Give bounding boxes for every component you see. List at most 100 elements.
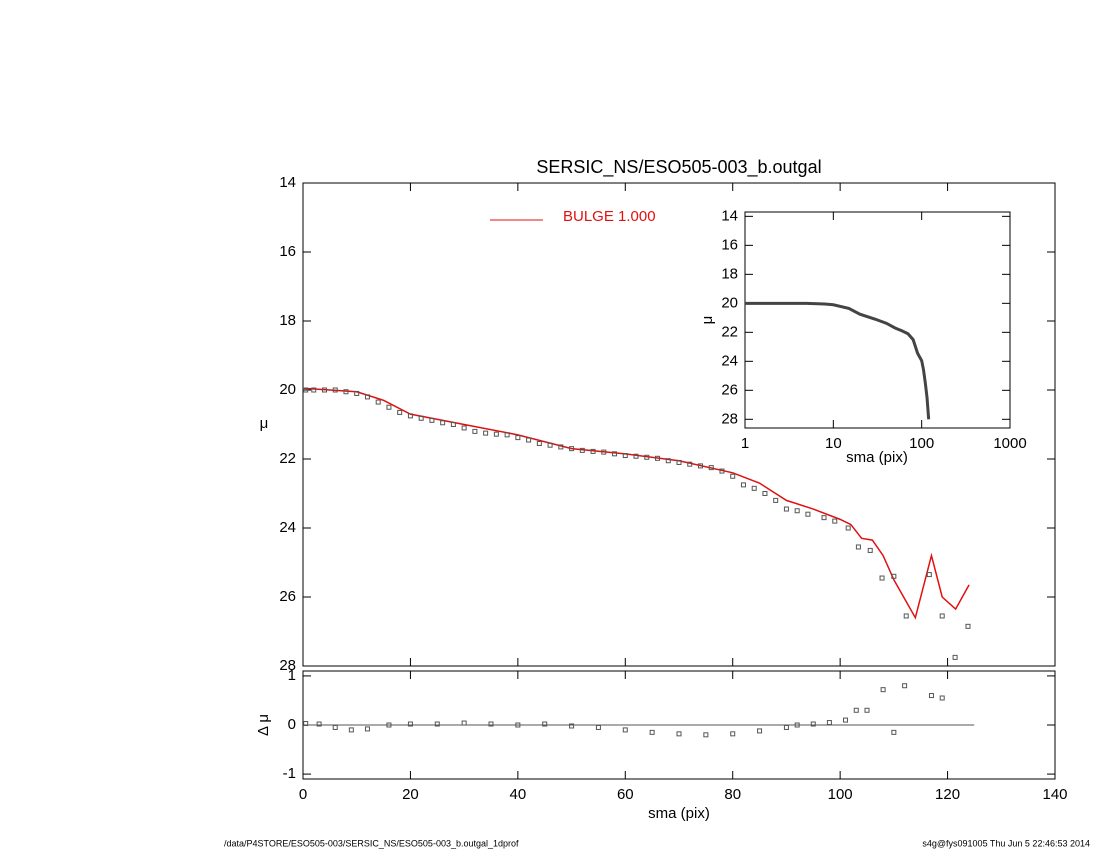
data-point <box>601 449 607 455</box>
data-point <box>832 518 838 524</box>
data-point <box>375 399 381 405</box>
y-tick-label: 1 <box>288 667 296 684</box>
data-point <box>821 515 827 521</box>
y-tick-label: 20 <box>721 294 738 311</box>
y-tick-label: 28 <box>721 410 738 427</box>
data-point <box>676 459 682 465</box>
data-point <box>472 428 478 434</box>
x-tick-label: 140 <box>1042 786 1067 803</box>
data-point <box>903 613 909 619</box>
data-point <box>867 547 873 553</box>
data-point <box>843 717 849 723</box>
data-point <box>515 435 521 441</box>
data-point <box>928 693 934 699</box>
data-point <box>316 721 322 727</box>
data-point <box>440 420 446 426</box>
y-tick-label: 18 <box>721 265 738 282</box>
y-tick-label: 16 <box>721 236 738 253</box>
y-axis-label: μ <box>260 415 269 432</box>
data-point <box>649 729 655 735</box>
y-tick-label: 20 <box>279 381 296 398</box>
data-point <box>364 394 370 400</box>
x-tick-label: 0 <box>299 786 307 803</box>
y-tick-label: 26 <box>721 381 738 398</box>
data-point <box>703 732 709 738</box>
data-point <box>762 491 768 496</box>
data-point <box>397 409 403 415</box>
data-point <box>794 508 800 514</box>
data-point <box>407 413 413 419</box>
data-point <box>926 572 932 578</box>
data-point <box>321 387 327 393</box>
data-point <box>429 417 435 423</box>
data-point <box>708 465 714 471</box>
data-point <box>488 721 494 727</box>
data-point <box>805 511 811 517</box>
data-point <box>902 683 908 689</box>
data-point <box>880 687 886 693</box>
data-point <box>740 482 746 488</box>
data-point <box>622 727 628 733</box>
x-tick-label: 1000 <box>993 435 1026 452</box>
inset-trace <box>745 301 931 420</box>
y-tick-label: 14 <box>279 174 296 191</box>
data-point <box>461 720 467 726</box>
data-point <box>407 721 413 727</box>
plot-frame <box>302 182 1056 667</box>
chart-title: SERSIC_NS/ESO505-003_b.outgal <box>536 157 821 178</box>
data-point <box>655 455 661 461</box>
data-point <box>939 695 945 701</box>
data-point <box>751 485 757 491</box>
y-tick-label: 22 <box>721 323 738 340</box>
data-point <box>569 446 575 452</box>
data-point <box>676 731 682 737</box>
data-point <box>434 721 440 727</box>
data-point <box>493 431 499 437</box>
x-tick-label: 10 <box>825 435 842 452</box>
y-axis-label: Δ μ <box>255 714 272 736</box>
data-point <box>965 623 971 629</box>
data-point <box>864 707 870 713</box>
data-point <box>595 724 601 730</box>
data-point <box>311 387 317 393</box>
data-point <box>547 442 553 448</box>
data-point <box>558 444 564 450</box>
data-point <box>364 726 370 732</box>
data-point <box>569 723 575 729</box>
data-point <box>794 722 800 728</box>
x-tick-label: 20 <box>402 786 419 803</box>
data-point <box>450 422 456 427</box>
data-point <box>687 461 693 467</box>
y-tick-label: 26 <box>279 588 296 605</box>
y-tick-label: -1 <box>283 765 296 782</box>
data-point <box>418 415 424 421</box>
footer-left: /data/P4STORE/ESO505-003/SERSIC_NS/ESO50… <box>224 838 519 848</box>
x-tick-label: 1 <box>741 435 749 452</box>
data-point <box>644 454 650 460</box>
data-point <box>879 575 885 581</box>
y-tick-label: 18 <box>279 312 296 329</box>
data-point <box>891 729 897 735</box>
x-axis-label: sma (pix) <box>846 449 908 466</box>
data-point <box>719 468 725 474</box>
data-point <box>303 387 309 393</box>
data-point <box>730 473 736 479</box>
data-point <box>526 437 532 443</box>
data-point <box>665 458 671 464</box>
data-point <box>386 404 392 410</box>
x-tick-label: 80 <box>724 786 741 803</box>
x-tick-label: 100 <box>828 786 853 803</box>
data-point <box>855 544 861 550</box>
y-tick-label: 22 <box>279 450 296 467</box>
data-point <box>461 425 467 431</box>
data-point <box>783 506 789 512</box>
y-axis-label: μ <box>699 316 716 325</box>
data-point <box>483 430 489 436</box>
x-tick-label: 100 <box>909 435 934 452</box>
data-point <box>810 721 816 727</box>
data-point <box>579 447 585 453</box>
data-point <box>536 440 542 446</box>
data-point <box>622 453 628 459</box>
data-point <box>783 724 789 730</box>
